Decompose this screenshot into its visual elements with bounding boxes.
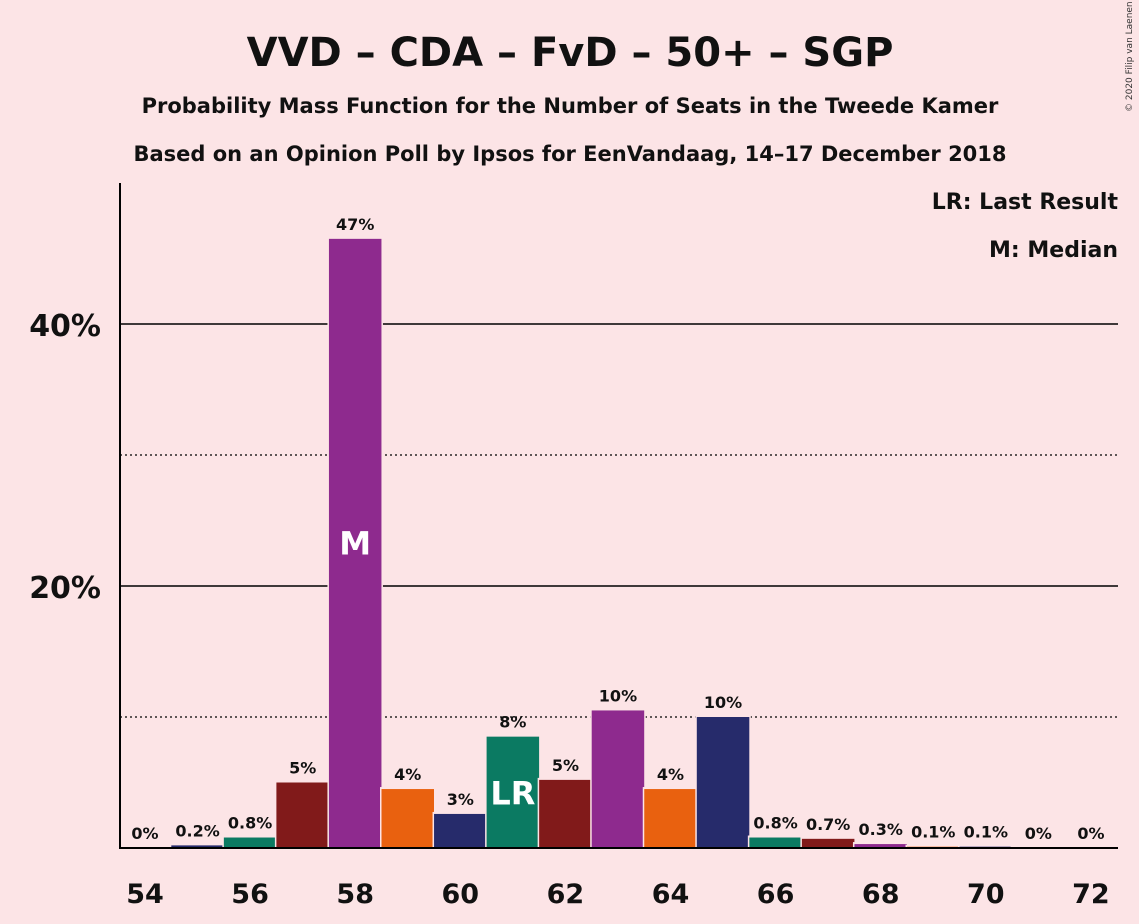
value-label: 0.8%: [753, 814, 797, 833]
x-tick-label: 62: [547, 879, 585, 910]
bar-seats-60: [434, 813, 487, 848]
last-result-marker: LR: [490, 774, 535, 812]
value-label: 0.1%: [964, 823, 1008, 842]
gridlines: 20% 40%: [29, 309, 1118, 718]
bar-seats-59: [381, 789, 434, 848]
value-label: 8%: [499, 713, 526, 732]
value-label: 5%: [552, 756, 579, 775]
chart-subtitle-poll: Based on an Opinion Poll by Ipsos for Ee…: [133, 142, 1006, 166]
x-tick-label: 56: [231, 879, 269, 910]
value-label: 0.3%: [859, 820, 903, 839]
value-label: 5%: [289, 759, 316, 778]
value-label: 0%: [1025, 824, 1052, 843]
bar-seats-65: [696, 717, 750, 848]
value-label: 10%: [599, 686, 637, 705]
axes: 54 56 58 60 62 64 66 68 70 72: [119, 183, 1118, 910]
value-label: 0.7%: [806, 815, 850, 834]
value-labels: 0% 0.2% 0.8% 5% 47% M 4% 3% 8% LR 5% 10% 4% 10% 0.8% 0.…: [131, 215, 1104, 843]
legend-median: M: Median: [989, 238, 1118, 263]
bar-seats-62: [539, 779, 592, 848]
value-label: 47%: [336, 215, 374, 234]
x-tick-label: 72: [1072, 879, 1110, 910]
x-tick-label: 58: [336, 879, 374, 910]
value-label: 10%: [704, 693, 742, 712]
x-tick-label: 70: [967, 879, 1005, 910]
value-label: 0.8%: [228, 814, 272, 833]
chart-subtitle: Probability Mass Function for the Number…: [142, 94, 999, 118]
x-tick-label: 60: [442, 879, 480, 910]
bar-seats-56: [223, 837, 277, 848]
value-label: 4%: [394, 765, 421, 784]
x-tick-label: 54: [126, 879, 164, 910]
legend-last-result: LR: Last Result: [932, 190, 1119, 215]
bar-outline: [905, 844, 961, 848]
bar-seats-68: [854, 844, 907, 848]
bar-seats-63: [591, 710, 645, 848]
bar-outline: [958, 844, 1014, 848]
value-label: 0.2%: [175, 821, 219, 840]
bar-seats-66: [749, 837, 802, 848]
x-tick-label: 64: [652, 879, 690, 910]
y-tick-label: 20%: [29, 571, 101, 606]
value-label: 0%: [131, 824, 158, 843]
value-label: 4%: [657, 765, 684, 784]
bar-seats-61: [486, 736, 540, 848]
copyright-note: © 2020 Filip van Laenen: [1125, 1, 1135, 112]
x-tick-label: 68: [862, 879, 900, 910]
bar-seats-67: [801, 838, 855, 848]
bar-seats-57: [276, 782, 329, 848]
x-tick-label: 66: [757, 879, 795, 910]
bars: [117, 236, 1119, 849]
bar-seats-55: [171, 845, 224, 848]
bar-seats-64: [644, 789, 697, 848]
y-tick-label: 40%: [29, 309, 101, 344]
value-label: 0%: [1077, 824, 1104, 843]
value-label: 0.1%: [911, 823, 955, 842]
median-marker: M: [339, 524, 371, 562]
bar-seats-58: [328, 238, 382, 849]
chart-title: VVD – CDA – FvD – 50+ – SGP: [247, 30, 894, 76]
value-label: 3%: [447, 790, 474, 809]
